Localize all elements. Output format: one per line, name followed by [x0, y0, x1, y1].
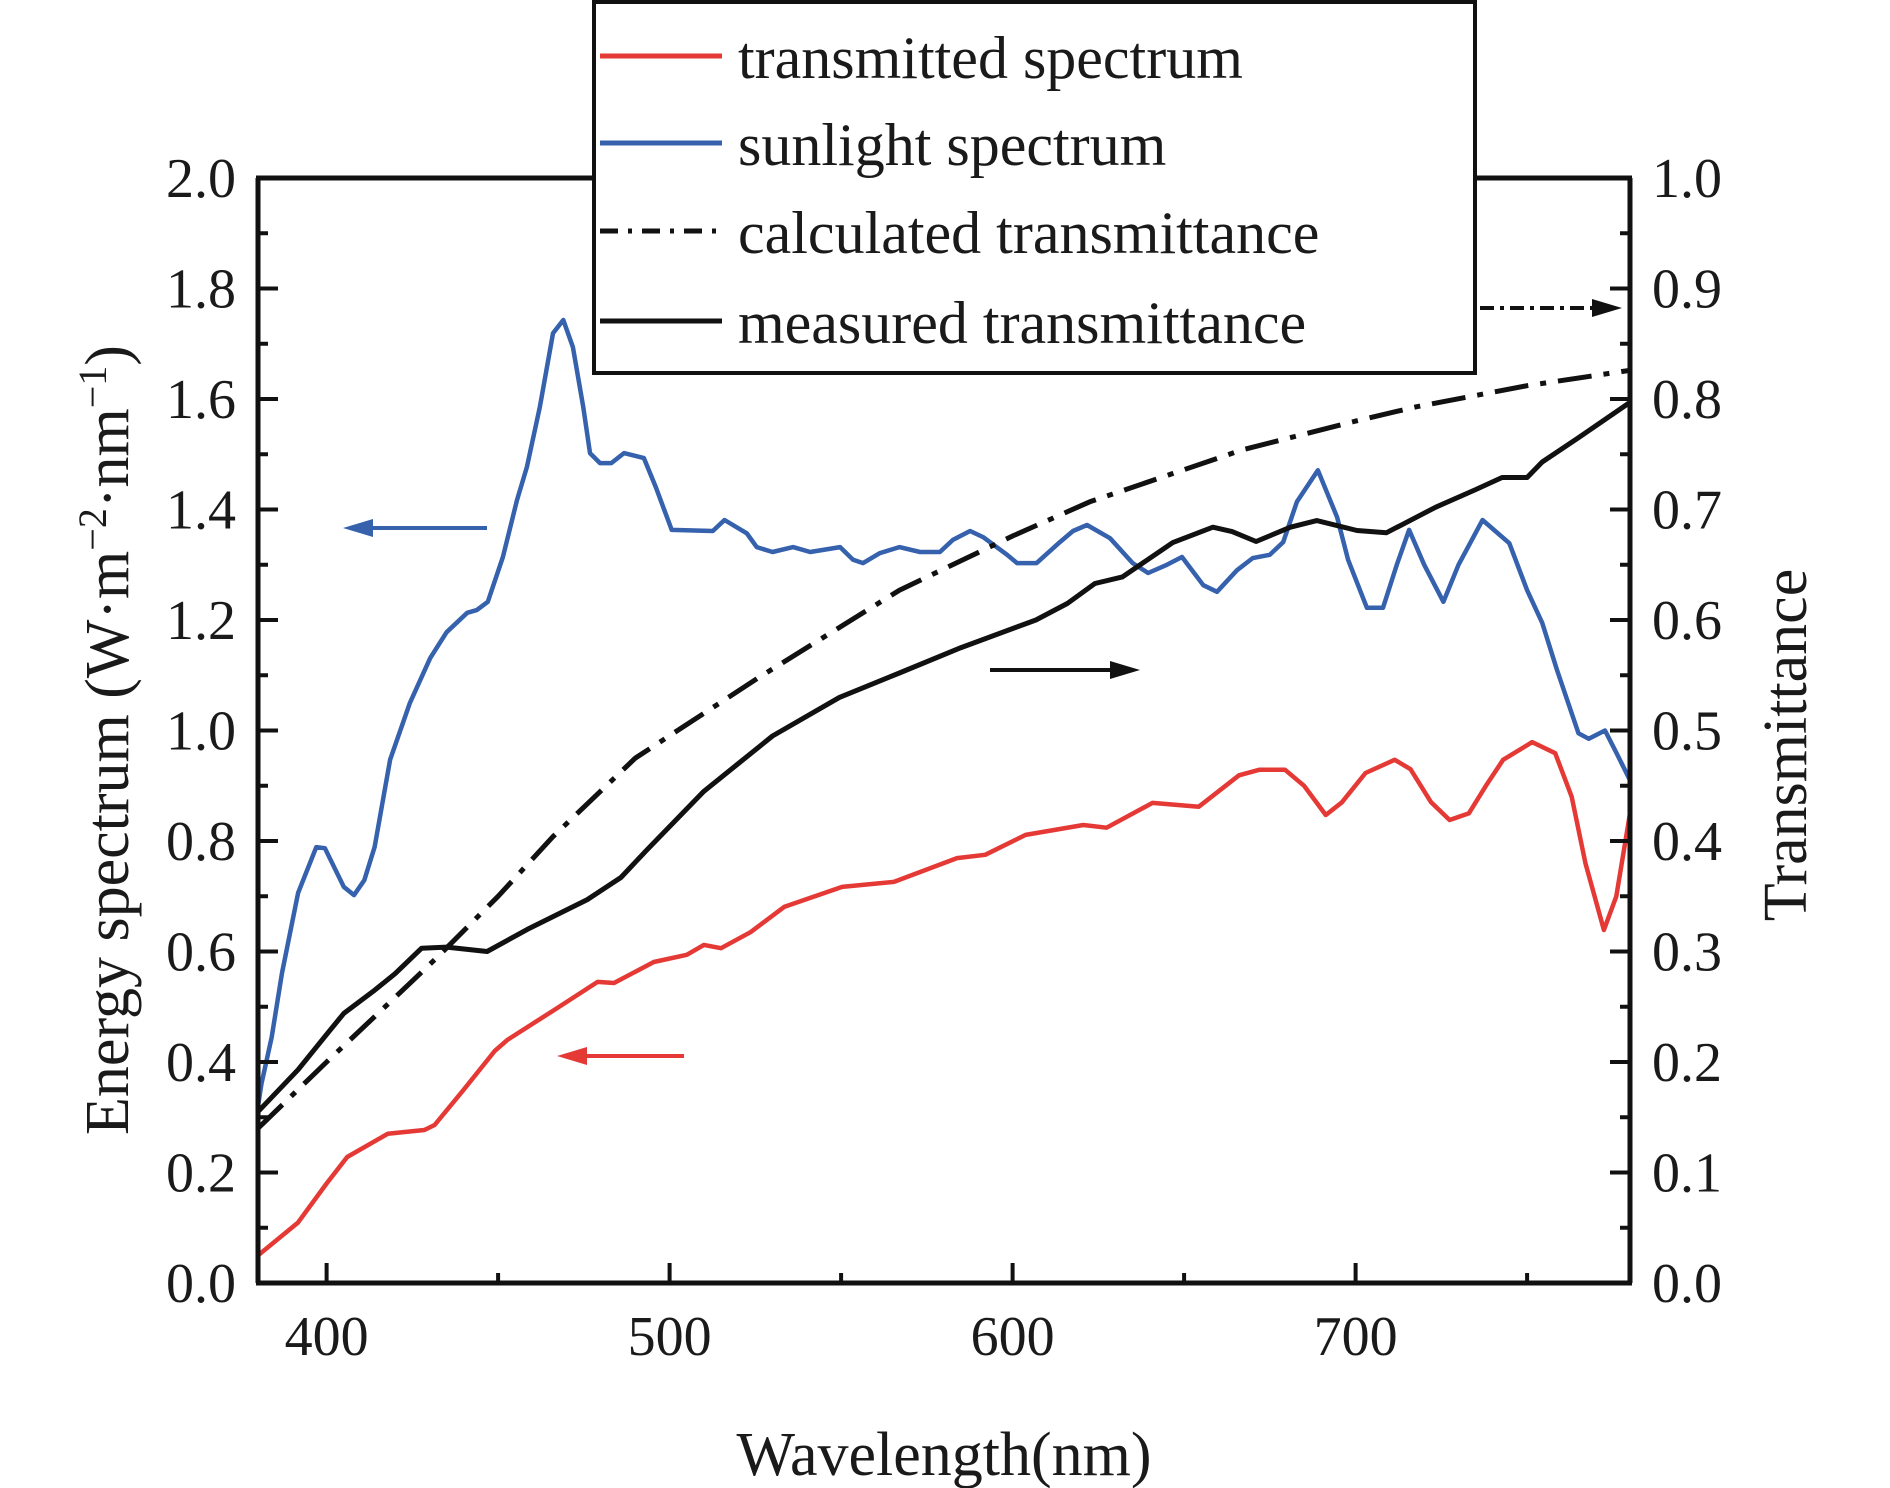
series-measured-transmittance [258, 400, 1630, 1114]
y-left-tick-label: 0.4 [166, 1032, 236, 1094]
tick-marks [258, 176, 1630, 1285]
legend: transmitted spectrum sunlight spectrum cal… [592, 0, 1477, 375]
arrow-head [557, 1047, 587, 1065]
axis-arrows [343, 299, 1622, 1065]
transmitted-axis-arrow [557, 1047, 684, 1065]
y-right-tick-label: 0.9 [1652, 259, 1722, 321]
y-right-axis-title: Transmittance [1752, 569, 1820, 921]
plot-lines [258, 317, 1630, 1258]
y-left-title-main: Energy spectrum (W·m [74, 551, 142, 1135]
legend-label: transmitted spectrum [738, 25, 1243, 91]
measured-axis-arrow [990, 661, 1140, 679]
y-left-tick-label: 0.8 [166, 811, 236, 873]
y-left-title-end: ) [74, 345, 142, 366]
x-tick-labels: 400 500 600 700 [285, 1306, 1398, 1368]
y-right-tick-label: 0.1 [1652, 1143, 1722, 1205]
legend-item: transmitted spectrum [600, 25, 1243, 91]
legend-label: calculated transmittance [738, 200, 1319, 266]
legend-item: sunlight spectrum [600, 112, 1166, 178]
y-left-tick-label: 0.6 [166, 922, 236, 984]
y-left-title-sup1: −2 [70, 508, 115, 551]
y-left-tick-label: 1.6 [166, 369, 236, 431]
x-tick-label: 400 [285, 1306, 369, 1368]
y-left-tick-label: 2.0 [166, 148, 236, 210]
x-tick-label: 500 [628, 1306, 712, 1368]
series-calculated-transmittance [258, 367, 1630, 1131]
y-right-tick-labels: 0.0 0.1 0.2 0.3 0.4 0.5 0.6 0.7 0.8 0.9 1.0 [1652, 148, 1722, 1315]
y-left-tick-label: 0.2 [166, 1143, 236, 1205]
legend-label: sunlight spectrum [738, 112, 1166, 178]
legend-box [592, 0, 1477, 375]
y-right-tick-label: 1.0 [1652, 148, 1722, 210]
y-left-tick-label: 1.0 [166, 701, 236, 763]
y-left-axis-title: Energy spectrum (W·m−2·nm−1) [70, 345, 143, 1135]
y-right-tick-label: 0.6 [1652, 590, 1722, 652]
arrow-head [343, 519, 373, 537]
y-left-tick-label: 1.2 [166, 590, 236, 652]
legend-item: measured transmittance [600, 290, 1306, 356]
y-left-tick-label: 1.8 [166, 259, 236, 321]
y-right-tick-label: 0.7 [1652, 480, 1722, 542]
y-right-tick-label: 0.3 [1652, 922, 1722, 984]
y-right-tick-label: 0.2 [1652, 1032, 1722, 1094]
y-right-tick-label: 0.0 [1652, 1253, 1722, 1315]
x-axis-title: Wavelength(nm) [736, 1421, 1151, 1488]
x-tick-label: 600 [971, 1306, 1055, 1368]
y-left-tick-labels: 0.0 0.2 0.4 0.6 0.8 1.0 1.2 1.4 1.6 1.8 2.0 [166, 148, 236, 1315]
arrow-head [1110, 661, 1140, 679]
series-sunlight-spectrum [258, 317, 1630, 1107]
sunlight-axis-arrow [343, 519, 487, 537]
series-transmitted-spectrum [258, 739, 1630, 1258]
calculated-axis-arrow [1480, 299, 1622, 317]
y-left-tick-label: 1.4 [166, 480, 236, 542]
y-left-tick-label: 0.0 [166, 1253, 236, 1315]
y-right-tick-label: 0.4 [1652, 811, 1722, 873]
y-right-tick-label: 0.8 [1652, 369, 1722, 431]
legend-item: calculated transmittance [600, 200, 1319, 266]
y-right-tick-label: 0.5 [1652, 701, 1722, 763]
legend-label: measured transmittance [738, 290, 1306, 356]
y-left-title-mid: ·nm [74, 408, 142, 508]
arrow-head [1592, 299, 1622, 317]
x-tick-label: 700 [1314, 1306, 1398, 1368]
y-left-title-sup2: −1 [70, 366, 115, 409]
